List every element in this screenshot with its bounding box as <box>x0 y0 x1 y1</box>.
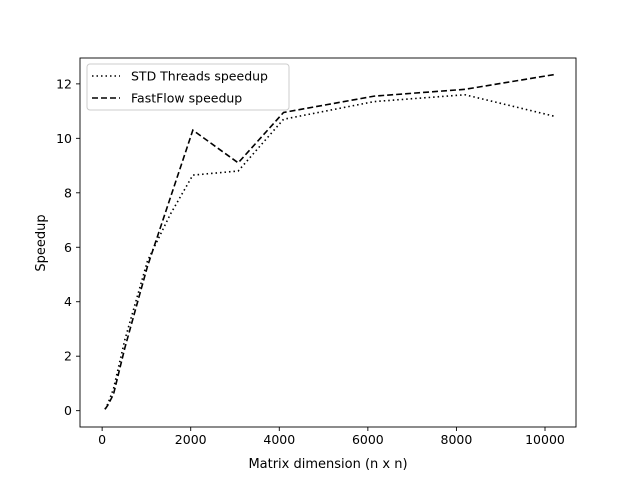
plot-frame <box>79 57 577 428</box>
y-tick-label: 10 <box>56 131 72 146</box>
x-tick-label: 8000 <box>441 432 473 447</box>
y-tick-label: 0 <box>64 403 72 418</box>
y-tick-label: 12 <box>56 76 72 91</box>
axes-layer: 0 2000 4000 6000 8000 10000 0 2 4 6 8 10 12 <box>56 57 577 447</box>
series-layer <box>104 73 556 410</box>
legend-label-1: STD Threads speedup <box>131 69 268 84</box>
y-axis-label: Speedup <box>34 214 49 271</box>
x-tick-label: 4000 <box>263 432 295 447</box>
x-axis-label: Matrix dimension (n x n) <box>248 457 407 472</box>
series-line-2 <box>104 73 556 410</box>
x-tick-label: 2000 <box>175 432 207 447</box>
y-tick-label: 2 <box>64 349 72 364</box>
x-tick-label: 0 <box>98 432 106 447</box>
y-tick-label: 6 <box>64 240 72 255</box>
y-tick-label: 8 <box>64 185 72 200</box>
x-tick-label: 10000 <box>525 432 565 447</box>
legend: STD Threads speedup FastFlow speedup <box>86 63 290 111</box>
series-line-1 <box>104 93 556 410</box>
x-tick-label: 6000 <box>352 432 384 447</box>
y-tick-label: 4 <box>64 294 72 309</box>
legend-label-2: FastFlow speedup <box>131 91 242 106</box>
legend-box <box>86 63 290 111</box>
